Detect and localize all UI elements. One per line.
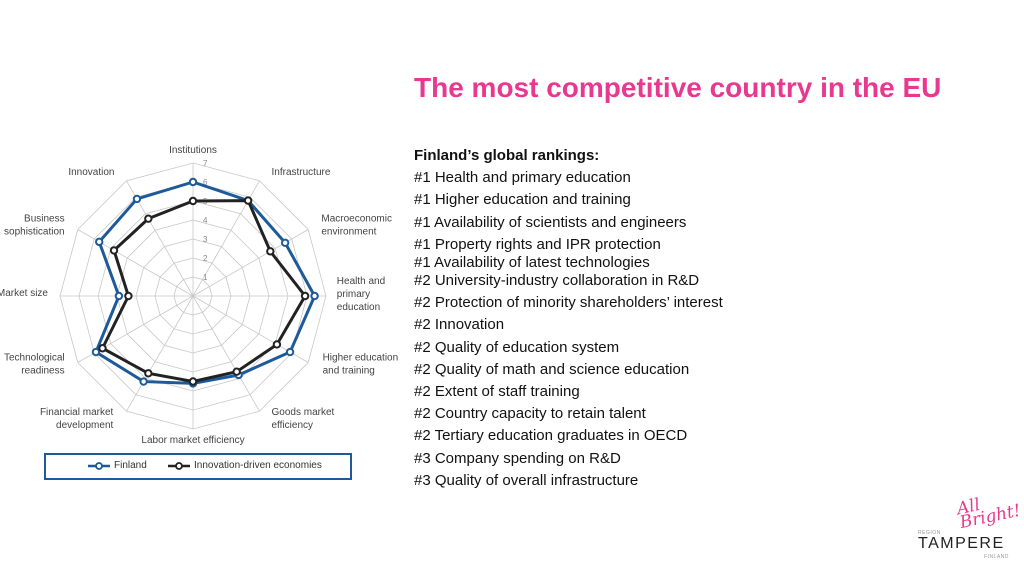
series-point-1 — [144, 214, 153, 223]
ranking-item: #2 Quality of education system — [414, 338, 620, 356]
series-point-1 — [144, 369, 153, 378]
series-point-1 — [272, 340, 282, 349]
series-point-0 — [91, 347, 101, 357]
series-point-1 — [109, 246, 119, 255]
category-label: Technological readiness — [4, 353, 65, 377]
ranking-item: #3 Quality of overall infrastructure — [414, 471, 639, 489]
logo-region-text: REGION — [918, 530, 941, 536]
grid-spoke — [192, 295, 260, 412]
series-point-0 — [280, 238, 290, 248]
series-point-1 — [300, 291, 310, 301]
legend-swatch-innovation-driven — [168, 461, 190, 470]
category-label: Health and primary education — [337, 276, 385, 313]
ranking-item: #2 Tertiary education graduates in OECD — [414, 427, 688, 445]
legend-label-innovation-driven: Innovation-driven economies — [194, 460, 322, 471]
slide-title: The most competitive country in the EU — [414, 72, 942, 103]
series-point-1 — [243, 196, 253, 205]
radar-chart-svg: 1234567InstitutionsInfrastructureMacroec… — [0, 145, 399, 446]
ranking-item: #1 Higher education and training — [414, 191, 631, 209]
radial-tick-label: 1 — [203, 273, 208, 282]
ranking-item: #2 Country capacity to retain talent — [414, 405, 646, 423]
series-point-1 — [98, 344, 107, 353]
ranking-item: #1 Availability of scientists and engine… — [414, 213, 687, 231]
logo-script-text: All Bright! — [955, 494, 1023, 534]
series-point-0 — [132, 194, 142, 204]
logo-name-text: TAMPERE — [918, 535, 1005, 552]
ranking-item: #2 Quality of math and science education — [414, 360, 690, 378]
category-label: Business sophistication — [4, 214, 65, 238]
ranking-item: #1 Property rights and IPR protection — [414, 235, 661, 253]
ranking-item: #2 Protection of minority shareholders’ … — [414, 294, 723, 312]
series-point-0 — [285, 347, 295, 357]
series-point-0 — [188, 177, 198, 187]
category-label: Goods market efficiency — [272, 407, 335, 431]
category-label: Macroeconomic environment — [321, 214, 392, 238]
category-label: Innovation — [68, 167, 114, 178]
series-point-1 — [232, 367, 241, 376]
rankings-heading: Finland’s global rankings: — [414, 147, 600, 164]
series-point-1 — [266, 247, 275, 256]
ranking-item: #2 Innovation — [414, 316, 505, 334]
legend-item-innovation-driven: Innovation-driven economies — [168, 460, 322, 471]
radial-tick-label: 3 — [203, 235, 208, 244]
legend-item-finland: Finland — [88, 460, 147, 471]
category-label: Infrastructure — [272, 167, 331, 178]
ranking-item: #2 Extent of staff training — [414, 383, 580, 401]
tampere-logo: All Bright! REGION TAMPERE FINLAND — [914, 492, 1022, 562]
category-label: Institutions — [169, 145, 217, 156]
chart-legend: Finland Innovation-driven economies — [44, 453, 352, 480]
category-label: Market size — [0, 288, 48, 299]
radial-tick-label: 4 — [203, 216, 208, 225]
series-line-1 — [101, 199, 307, 383]
series-point-1 — [188, 196, 198, 206]
radial-tick-label: 6 — [203, 178, 208, 187]
ranking-item: #2 University-industry collaboration in … — [414, 272, 700, 290]
grid-spoke — [126, 295, 194, 412]
category-label: Labor market efficiency — [141, 435, 244, 446]
category-label: Financial market development — [40, 407, 114, 431]
category-label: Higher education and training — [323, 353, 399, 377]
series-point-0 — [310, 291, 319, 301]
logo-country-text: FINLAND — [984, 554, 1009, 560]
series-point-0 — [114, 291, 124, 301]
ranking-item: #1 Health and primary education — [414, 169, 631, 187]
radial-tick-label: 2 — [203, 254, 208, 263]
radar-chart: 1 2 3 4 5 6 7 Institutions Infrastructure Macroec… — [0, 140, 400, 490]
series-point-0 — [95, 237, 104, 247]
series-point-1 — [124, 291, 133, 301]
ranking-item: #3 Company spending on R&D — [414, 449, 621, 467]
legend-label-finland: Finland — [114, 460, 147, 471]
legend-swatch-finland — [88, 461, 110, 470]
series-point-1 — [188, 377, 198, 386]
radial-tick-label: 7 — [203, 159, 208, 168]
grid-spoke — [192, 229, 309, 297]
series-point-0 — [139, 377, 148, 386]
ranking-item: #1 Availability of latest technologies — [414, 254, 650, 272]
rankings-list: Finland’s global rankings: #1 Health and… — [414, 145, 1004, 492]
